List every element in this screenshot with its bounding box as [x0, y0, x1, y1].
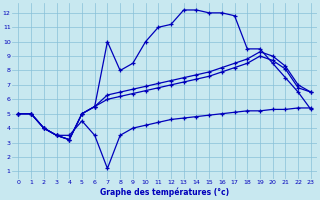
X-axis label: Graphe des températures (°c): Graphe des températures (°c) [100, 188, 229, 197]
